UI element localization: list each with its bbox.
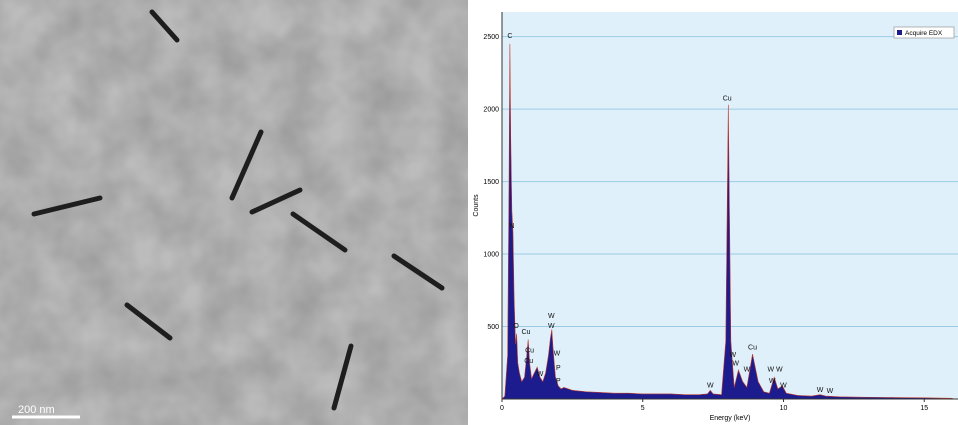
peak-label: W — [827, 388, 834, 395]
nanorods — [31, 9, 445, 411]
peak-label: W — [744, 366, 751, 373]
image-texture — [0, 0, 468, 425]
y-tick-label: 2500 — [483, 34, 499, 41]
scale-label: 200 nm — [18, 404, 55, 416]
peak-label: O — [513, 323, 519, 330]
peak-label: W — [548, 323, 555, 330]
peak-label: W — [537, 371, 544, 378]
peak-label: C — [507, 33, 512, 40]
peak-label: W — [780, 382, 787, 389]
y-tick-label: 2000 — [483, 107, 499, 114]
peak-label: W — [769, 378, 776, 385]
peak-label: W — [707, 382, 714, 389]
peak-label: Cu — [723, 95, 732, 102]
x-tick-label: 15 — [920, 405, 928, 412]
peak-label: Cu — [525, 348, 534, 355]
x-tick-label: 0 — [500, 405, 504, 412]
peak-label: W — [768, 366, 775, 373]
tem-image: 200 nm — [0, 0, 468, 425]
legend-swatch — [897, 30, 902, 35]
x-tick-label: 10 — [780, 405, 788, 412]
legend-label: Acquire EDX — [905, 30, 943, 37]
peak-label: P — [556, 378, 561, 385]
peak-label: Cu — [524, 358, 533, 365]
y-tick-label: 500 — [487, 324, 499, 331]
x-tick-label: 5 — [641, 405, 645, 412]
x-axis-label: Energy (keV) — [710, 415, 751, 422]
peak-label: W — [554, 351, 561, 358]
y-tick-label: 1000 — [483, 252, 499, 259]
peak-label: W — [732, 361, 739, 368]
peak-label: W — [817, 387, 824, 394]
peak-label: N — [509, 223, 514, 230]
legend: Acquire EDX — [893, 26, 955, 39]
peak-label: W — [776, 366, 783, 373]
y-tick-label: 1500 — [483, 179, 499, 186]
peak-label: P — [556, 365, 561, 372]
y-axis-label: Counts — [473, 194, 480, 217]
spectrum-area — [501, 43, 953, 400]
peak-label: Cu — [748, 345, 757, 352]
peak-label: W — [730, 352, 737, 359]
peak-label: Cu — [521, 329, 530, 336]
legend-box — [893, 26, 955, 39]
peak-label: W — [548, 313, 555, 320]
